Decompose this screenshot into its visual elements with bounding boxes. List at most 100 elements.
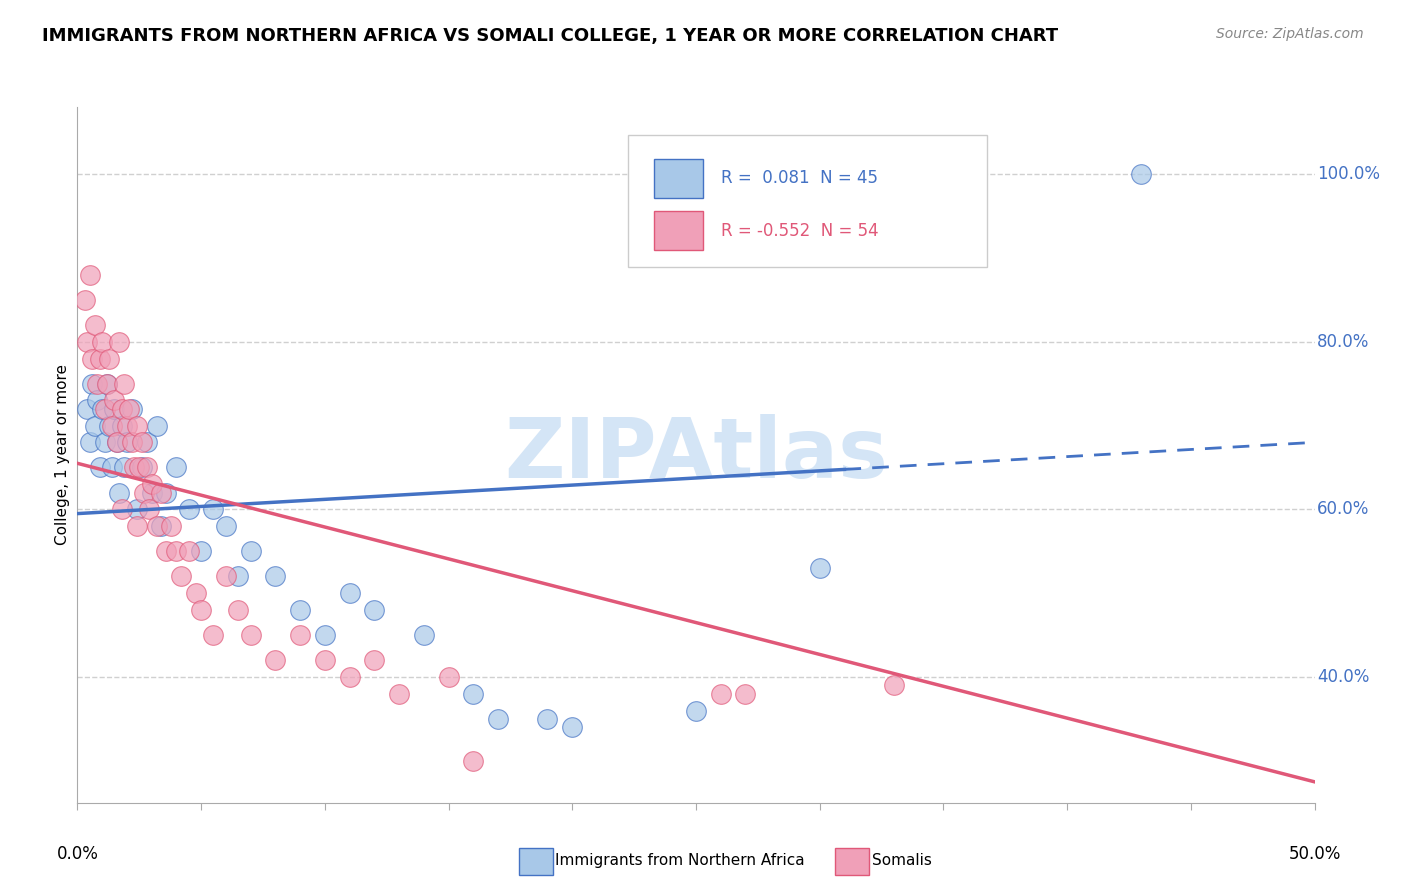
Point (141, 477, 163, 491)
Text: ZIPAtlas: ZIPAtlas (503, 415, 889, 495)
Text: 40.0%: 40.0% (1317, 668, 1369, 686)
Point (131, 435, 153, 450)
Point (131, 460, 153, 475)
Point (108, 334, 131, 349)
Point (226, 603, 249, 617)
Point (89, 351, 111, 366)
Text: Source: ZipAtlas.com: Source: ZipAtlas.com (1216, 27, 1364, 41)
Point (165, 460, 187, 475)
Point (82, 376, 104, 391)
Text: R =  0.081  N = 45: R = 0.081 N = 45 (721, 169, 877, 187)
Point (808, 561, 831, 575)
Point (215, 569, 238, 583)
Point (150, 485, 173, 500)
Point (536, 712, 558, 726)
Point (125, 519, 148, 533)
Point (101, 460, 124, 475)
Point (91, 334, 114, 349)
Point (96, 376, 118, 391)
Point (96, 376, 118, 391)
Point (202, 502, 225, 516)
Point (122, 460, 145, 475)
Point (115, 435, 138, 450)
Point (561, 720, 583, 734)
Point (93, 401, 115, 416)
Point (89, 460, 111, 475)
Point (108, 485, 131, 500)
Point (463, 754, 485, 768)
Point (98, 418, 121, 433)
Point (105, 435, 128, 450)
FancyBboxPatch shape (654, 211, 703, 251)
Point (339, 670, 361, 684)
Point (226, 569, 249, 583)
Point (111, 418, 134, 433)
Point (150, 519, 173, 533)
Point (165, 544, 187, 558)
Point (1130, 167, 1153, 181)
Point (111, 502, 134, 516)
Point (339, 586, 361, 600)
Point (121, 435, 143, 450)
Point (118, 401, 141, 416)
Text: Somalis: Somalis (872, 854, 932, 868)
Point (388, 687, 411, 701)
Point (486, 712, 509, 726)
Point (76, 401, 98, 416)
Point (105, 435, 128, 450)
Point (314, 653, 336, 667)
Point (288, 603, 311, 617)
Text: R = -0.552  N = 54: R = -0.552 N = 54 (721, 221, 879, 240)
Point (73, 293, 96, 307)
Point (437, 670, 460, 684)
Point (86, 393, 108, 408)
Point (121, 401, 143, 416)
Point (91, 401, 114, 416)
Point (155, 485, 177, 500)
Point (115, 418, 138, 433)
Point (215, 519, 238, 533)
Point (685, 704, 707, 718)
Point (177, 502, 200, 516)
Point (103, 393, 125, 408)
Y-axis label: College, 1 year or more: College, 1 year or more (55, 365, 70, 545)
Point (184, 586, 207, 600)
Point (145, 519, 167, 533)
Point (239, 628, 262, 642)
Point (125, 502, 148, 516)
Point (314, 628, 336, 642)
Text: 100.0%: 100.0% (1317, 165, 1381, 183)
Point (128, 460, 150, 475)
Point (141, 485, 163, 500)
Point (710, 687, 733, 701)
Point (83, 418, 105, 433)
Point (76, 334, 98, 349)
Point (86, 376, 108, 391)
Point (112, 376, 135, 391)
FancyBboxPatch shape (654, 159, 703, 198)
Point (112, 460, 135, 475)
Point (239, 544, 262, 558)
Point (883, 678, 905, 692)
Point (177, 544, 200, 558)
Point (190, 603, 212, 617)
Point (134, 485, 156, 500)
FancyBboxPatch shape (628, 135, 987, 267)
Text: IMMIGRANTS FROM NORTHERN AFRICA VS SOMALI COLLEGE, 1 YEAR OR MORE CORRELATION CH: IMMIGRANTS FROM NORTHERN AFRICA VS SOMAL… (42, 27, 1059, 45)
Text: Immigrants from Northern Africa: Immigrants from Northern Africa (555, 854, 806, 868)
Point (363, 603, 385, 617)
Point (93, 435, 115, 450)
Point (111, 401, 134, 416)
Point (135, 460, 157, 475)
Text: 50.0%: 50.0% (1288, 845, 1341, 863)
Point (98, 351, 121, 366)
Point (734, 687, 756, 701)
Point (83, 318, 105, 332)
Point (155, 544, 177, 558)
Point (101, 418, 124, 433)
Point (79, 435, 101, 450)
Point (160, 519, 183, 533)
Point (82, 351, 104, 366)
Point (103, 401, 125, 416)
Point (145, 418, 167, 433)
